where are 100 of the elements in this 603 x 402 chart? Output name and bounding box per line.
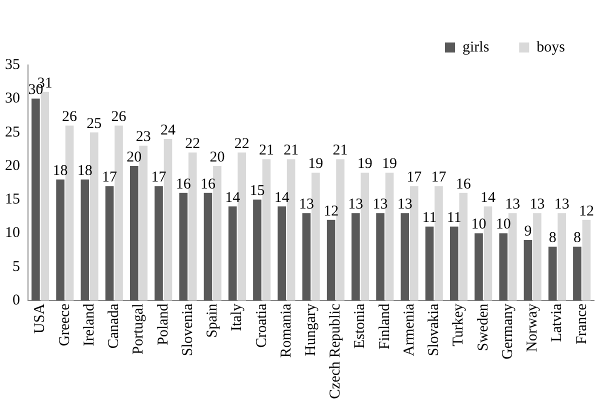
x-tick-label: Germany xyxy=(500,303,516,360)
data-label: 13 xyxy=(372,196,388,213)
data-label: 26 xyxy=(62,109,78,126)
data-label: 10 xyxy=(496,216,511,233)
data-label: 21 xyxy=(258,142,274,159)
y-tick-label: 30 xyxy=(5,90,20,107)
data-label: 14 xyxy=(480,190,496,206)
data-label: 9 xyxy=(524,223,532,240)
bar xyxy=(90,132,98,301)
bar xyxy=(130,166,138,301)
data-label: 26 xyxy=(111,109,127,126)
bar xyxy=(213,166,222,301)
bar xyxy=(56,179,64,301)
bar xyxy=(400,213,410,301)
x-tick-label: Greece xyxy=(56,303,73,346)
bar xyxy=(434,186,443,301)
y-tick-label: 25 xyxy=(5,124,20,140)
data-label: 17 xyxy=(102,170,118,186)
x-tick-label: Slovakia xyxy=(426,303,442,356)
x-tick-label: Armenia xyxy=(401,303,418,356)
legend-label: girls xyxy=(462,39,490,56)
y-tick-label: 20 xyxy=(5,158,20,174)
bar xyxy=(582,220,591,301)
data-label: 14 xyxy=(274,190,290,206)
bar xyxy=(114,126,123,301)
x-tick-label: Romania xyxy=(278,303,294,358)
y-tick-label: 10 xyxy=(5,225,20,242)
data-label: 25 xyxy=(86,116,102,132)
bar xyxy=(376,213,384,301)
x-tick-label: Finland xyxy=(376,303,393,350)
data-label: 18 xyxy=(77,162,92,179)
bar xyxy=(326,220,336,301)
bar xyxy=(524,240,532,301)
data-label: 13 xyxy=(348,196,364,213)
data-label: 13 xyxy=(298,196,314,213)
data-label: 17 xyxy=(151,170,167,186)
x-tick-label: Portugal xyxy=(130,304,147,354)
bar xyxy=(179,192,188,301)
data-label: 11 xyxy=(446,210,462,226)
data-label: 19 xyxy=(308,156,324,172)
x-tick-label: Poland xyxy=(155,303,172,346)
bar xyxy=(105,186,114,301)
bar xyxy=(312,172,320,301)
bar xyxy=(302,213,311,301)
y-tick-label: 15 xyxy=(5,192,20,208)
data-label: 20 xyxy=(126,149,142,166)
data-label: 21 xyxy=(284,142,299,159)
data-label: 21 xyxy=(332,142,348,159)
data-label: 17 xyxy=(431,170,447,186)
x-tick-label: Czech Republic xyxy=(328,303,344,400)
data-label: 19 xyxy=(357,156,372,172)
bar xyxy=(80,179,90,301)
x-tick-label: Turkey xyxy=(450,303,467,346)
bar xyxy=(548,246,557,301)
data-label: 12 xyxy=(578,203,594,220)
data-label: 16 xyxy=(456,176,472,192)
bar xyxy=(32,98,40,301)
data-label: 16 xyxy=(200,176,216,192)
x-tick-label: Norway xyxy=(524,303,541,352)
data-label: 19 xyxy=(382,156,398,172)
bar xyxy=(573,246,582,301)
bar xyxy=(558,213,566,301)
data-label: 14 xyxy=(225,190,241,206)
data-label: 18 xyxy=(52,162,68,179)
legend-label: boys xyxy=(536,39,566,56)
data-label: 20 xyxy=(210,149,225,166)
data-label: 15 xyxy=(250,183,265,200)
x-tick-label: USA xyxy=(32,303,48,334)
data-label: 13 xyxy=(554,196,570,213)
x-tick-label: Hungary xyxy=(303,303,320,356)
data-label: 22 xyxy=(234,136,250,152)
bar xyxy=(352,213,360,301)
bar xyxy=(499,233,508,301)
data-label: 11 xyxy=(422,210,437,226)
data-label: 8 xyxy=(548,230,556,246)
x-tick-label: Sweden xyxy=(475,303,492,352)
data-label: 8 xyxy=(573,230,581,246)
x-tick-label: Canada xyxy=(106,303,122,349)
bar xyxy=(253,200,262,301)
y-tick-label: 5 xyxy=(12,258,20,275)
bar xyxy=(154,186,163,301)
bar xyxy=(204,192,212,301)
data-label: 22 xyxy=(185,136,200,152)
bar xyxy=(450,226,458,301)
data-label: 17 xyxy=(406,170,422,186)
bar xyxy=(425,226,434,301)
x-tick-label: France xyxy=(574,303,590,344)
x-tick-label: Latvia xyxy=(549,303,566,342)
data-label: 24 xyxy=(160,122,176,138)
bar xyxy=(459,192,468,301)
y-tick-label: 0 xyxy=(12,292,20,309)
bar xyxy=(360,172,370,301)
data-label: 13 xyxy=(397,196,412,213)
x-tick-label: Croatia xyxy=(254,303,270,348)
bar xyxy=(278,206,286,301)
x-tick-label: Italy xyxy=(229,303,246,332)
x-tick-label: Slovenia xyxy=(180,303,196,356)
y-tick-label: 35 xyxy=(5,56,20,73)
data-label: 12 xyxy=(324,203,339,220)
bar xyxy=(228,206,237,301)
